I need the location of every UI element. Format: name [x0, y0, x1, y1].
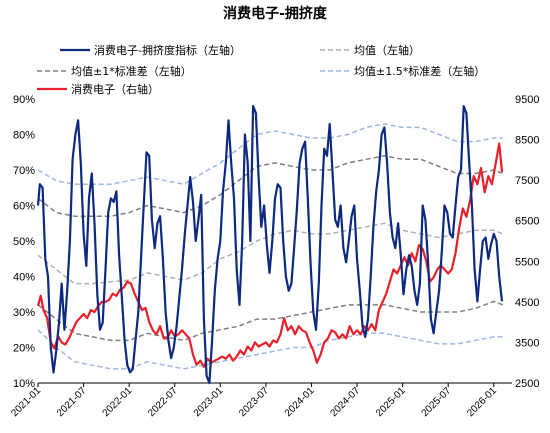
x-tick-label: 2022-01 [101, 385, 135, 419]
x-tick-label: 2023-07 [237, 385, 271, 419]
right-tick-label: 2500 [515, 378, 539, 390]
right-tick-label: 6500 [515, 216, 539, 228]
left-tick-label: 90% [13, 94, 35, 106]
x-tick-label: 2022-07 [146, 385, 180, 419]
x-tick-label: 2026-01 [465, 385, 499, 419]
right-tick-label: 8500 [515, 135, 539, 147]
chart-title: 消费电子-拥挤度 [223, 5, 328, 22]
left-tick-label: 80% [13, 130, 35, 142]
right-axis-ticks: 2500 3500 4500 5500 6500 7500 8500 9500 [515, 94, 539, 390]
left-tick-label: 50% [13, 236, 35, 248]
x-tick-label: 2024-07 [328, 385, 362, 419]
band-minus-1-5sd-line [37, 329, 503, 370]
x-tick-label: 2025-07 [420, 385, 454, 419]
left-tick-label: 40% [13, 272, 35, 284]
x-tick-label: 2023-01 [192, 385, 226, 419]
left-tick-label: 70% [13, 165, 35, 177]
left-tick-label: 20% [13, 343, 35, 355]
legend-mean-label: 均值（左轴） [354, 43, 420, 57]
left-tick-label: 10% [13, 378, 35, 390]
right-tick-label: 9500 [515, 94, 539, 106]
x-tick-label: 2021-01 [9, 385, 43, 419]
left-tick-label: 60% [13, 201, 35, 213]
left-axis-ticks: 10% 20% 30% 40% 50% 60% 70% 80% 90% [13, 94, 35, 390]
band-plus-1-5sd-line [37, 123, 503, 185]
legend-price-label: 消费电子（右轴） [71, 82, 159, 96]
crowding-line [36, 105, 504, 385]
right-tick-label: 7500 [515, 175, 539, 187]
x-axis-ticks: 2021-01 2021-07 2022-01 2022-07 2023-01 2023-… [9, 383, 499, 419]
right-tick-label: 3500 [515, 337, 539, 349]
series-layer [36, 105, 504, 385]
band-minus-1sd-line [37, 300, 504, 342]
legend-band1-label: 均值±1*标准差（左轴） [71, 64, 192, 78]
x-tick-label: 2021-07 [55, 385, 89, 419]
legend-band15-label: 均值±1.5*标准差（左轴） [354, 64, 485, 78]
legend: 消费电子-拥挤度指标（左轴） 均值（左轴） 均值±1*标准差（左轴） 均值±1.… [37, 43, 485, 96]
x-tick-label: 2024-01 [283, 385, 317, 419]
mean-line [37, 222, 504, 285]
price-line [36, 142, 504, 368]
left-tick-label: 30% [13, 307, 35, 319]
x-tick-label: 2025-01 [374, 385, 408, 419]
right-tick-label: 5500 [515, 256, 539, 268]
right-tick-label: 4500 [515, 297, 539, 309]
band-plus-1sd-line [37, 155, 504, 217]
legend-crowding-label: 消费电子-拥挤度指标（左轴） [94, 43, 241, 57]
